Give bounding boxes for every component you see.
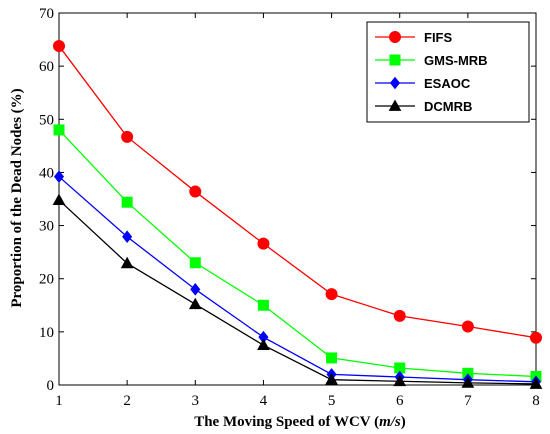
data-point-esaoc bbox=[190, 283, 201, 296]
series-dcmrb bbox=[52, 193, 543, 389]
x-tick-label: 2 bbox=[123, 393, 131, 409]
data-point-dcmrb bbox=[120, 256, 134, 269]
x-axis-title-main: The Moving Speed of WCV ( bbox=[194, 414, 379, 430]
legend-item-gms-mrb: GMS-MRB bbox=[375, 53, 488, 68]
y-axis-title: Proportion of the Dead Nodes (%) bbox=[9, 88, 25, 307]
legend-item-esaoc: ESAOC bbox=[375, 76, 471, 91]
series-line-dcmrb bbox=[58, 199, 537, 385]
x-tick-label: 5 bbox=[328, 393, 336, 409]
x-tick-label: 7 bbox=[464, 393, 472, 409]
legend: FIFS GMS-MRB ESAOC DCMRB bbox=[366, 21, 530, 123]
y-tick-label: 60 bbox=[39, 59, 54, 75]
legend-item-dcmrb: DCMRB bbox=[375, 99, 472, 114]
data-point-fifs bbox=[257, 237, 270, 250]
data-point-fifs bbox=[393, 309, 406, 322]
legend-label: DCMRB bbox=[424, 99, 472, 114]
legend-marker bbox=[388, 99, 402, 111]
data-point-gms-mrb bbox=[121, 196, 133, 208]
axis-ticks: 1 2 3 4 5 6 7 8 0 10 20 30 40 50 60 70 bbox=[39, 6, 540, 409]
x-tick-label: 4 bbox=[260, 393, 268, 409]
data-point-gms-mrb bbox=[189, 257, 201, 269]
series-line-esaoc bbox=[58, 176, 537, 383]
y-tick-label: 40 bbox=[39, 165, 54, 181]
legend-label: GMS-MRB bbox=[424, 53, 488, 68]
y-tick-label: 50 bbox=[39, 112, 54, 128]
y-tick-label: 70 bbox=[39, 6, 54, 22]
series-line-gms-mrb bbox=[58, 129, 537, 378]
y-tick-label: 30 bbox=[39, 219, 54, 235]
legend-item-fifs: FIFS bbox=[375, 30, 452, 45]
data-point-dcmrb bbox=[52, 193, 66, 205]
legend-label: ESAOC bbox=[424, 76, 471, 91]
y-tick-label: 20 bbox=[39, 272, 54, 288]
y-tick-label: 0 bbox=[47, 378, 55, 394]
data-point-gms-mrb bbox=[326, 352, 338, 364]
data-point-dcmrb bbox=[529, 377, 543, 389]
data-point-esaoc bbox=[122, 230, 133, 244]
data-point-dcmrb bbox=[188, 297, 202, 310]
data-point-fifs bbox=[121, 130, 134, 143]
data-point-fifs bbox=[325, 288, 338, 301]
x-tick-label: 1 bbox=[55, 393, 63, 409]
data-point-dcmrb bbox=[461, 376, 475, 388]
x-tick-label: 6 bbox=[396, 393, 404, 409]
data-point-dcmrb bbox=[393, 374, 407, 387]
legend-marker bbox=[389, 31, 401, 43]
legend-marker bbox=[389, 76, 401, 90]
data-point-esaoc bbox=[53, 170, 65, 183]
data-point-fifs bbox=[189, 185, 202, 198]
legend-marker bbox=[389, 54, 401, 66]
x-tick-label: 8 bbox=[532, 393, 540, 409]
series-line-fifs bbox=[58, 45, 537, 339]
data-point-fifs bbox=[461, 320, 474, 333]
x-axis-title-close: ) bbox=[401, 414, 406, 430]
data-point-gms-mrb bbox=[53, 124, 65, 136]
data-point-dcmrb bbox=[325, 373, 338, 385]
series-layer bbox=[52, 39, 543, 389]
x-axis-title-unit: m/s bbox=[379, 414, 401, 430]
data-point-fifs bbox=[530, 331, 542, 344]
data-point-gms-mrb bbox=[257, 299, 269, 311]
data-point-fifs bbox=[53, 39, 65, 52]
legend-label: FIFS bbox=[424, 30, 452, 45]
data-point-dcmrb bbox=[257, 338, 270, 351]
series-fifs bbox=[53, 39, 542, 344]
y-tick-label: 10 bbox=[39, 325, 54, 341]
x-tick-label: 3 bbox=[192, 393, 200, 409]
x-axis-title: The Moving Speed of WCV (m/s) bbox=[194, 414, 406, 430]
